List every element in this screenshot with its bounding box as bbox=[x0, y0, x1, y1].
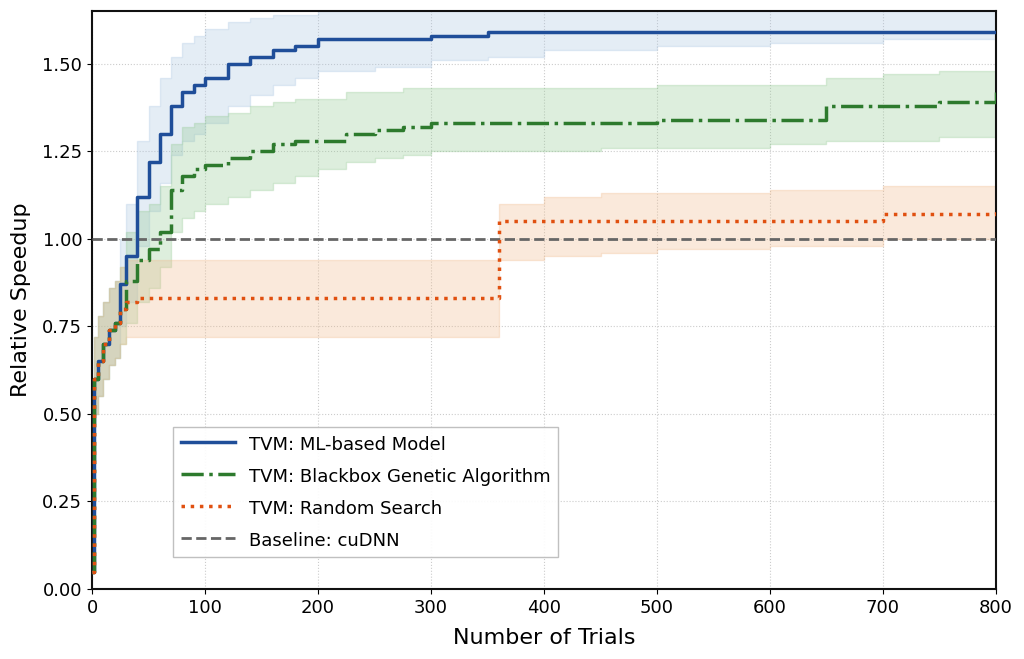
Legend: TVM: ML-based Model, TVM: Blackbox Genetic Algorithm, TVM: Random Search, Baseli: TVM: ML-based Model, TVM: Blackbox Genet… bbox=[173, 427, 558, 557]
Y-axis label: Relative Speedup: Relative Speedup bbox=[11, 203, 31, 397]
X-axis label: Number of Trials: Number of Trials bbox=[453, 628, 635, 648]
